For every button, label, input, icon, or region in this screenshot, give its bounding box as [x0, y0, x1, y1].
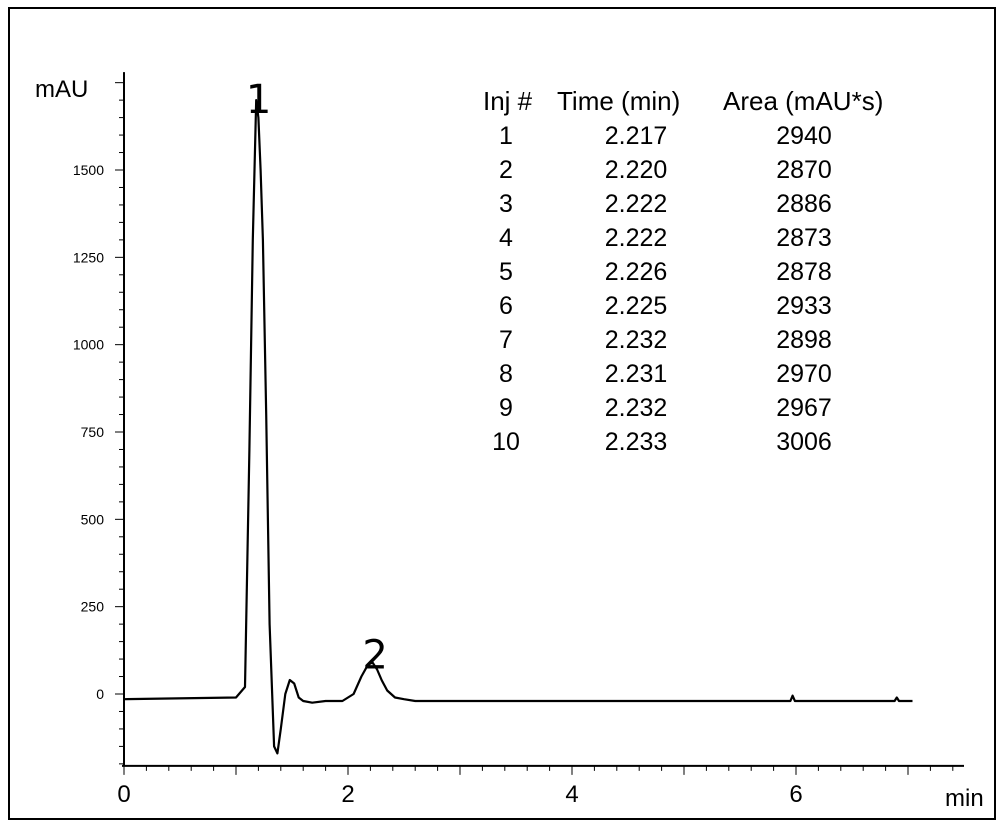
table-cell-time: 2.231 — [605, 360, 668, 388]
table-cell-area: 2898 — [776, 326, 832, 354]
injection-table: Inj # Time (min) Area (mAU*s) 1 2.217 2940… — [483, 86, 883, 456]
table-cell-time: 2.222 — [605, 190, 668, 218]
table-cell-inj: 4 — [499, 224, 513, 252]
table-cell-time: 2.220 — [605, 156, 668, 184]
table-cell-time: 2.226 — [605, 258, 668, 286]
table-cell-area: 2967 — [776, 394, 832, 422]
y-tick-label: 1250 — [73, 249, 104, 265]
table-cell-inj: 6 — [499, 292, 513, 320]
x-axis-label: min — [945, 785, 984, 812]
y-tick-label: 500 — [81, 511, 105, 527]
x-tick-label: 0 — [117, 781, 130, 808]
table-cell-inj: 10 — [492, 428, 520, 456]
peak-label-2: 2 — [362, 633, 387, 679]
y-tick-label: 250 — [81, 599, 105, 615]
table-cell-time: 2.217 — [605, 122, 668, 150]
y-tick-label: 750 — [81, 424, 105, 440]
y-tick-label: 0 — [96, 686, 104, 702]
table-cell-area: 2933 — [776, 292, 832, 320]
y-tick-label: 1000 — [73, 337, 104, 353]
table-cell-inj: 2 — [499, 156, 513, 184]
x-tick-label: 4 — [565, 781, 578, 808]
x-ticks: 0 2 4 6 — [117, 765, 954, 808]
table-cell-area: 2970 — [776, 360, 832, 388]
peak-label-1: 1 — [246, 77, 271, 123]
table-cell-time: 2.232 — [605, 394, 668, 422]
table-cell-inj: 5 — [499, 258, 513, 286]
table-cell-time: 2.222 — [605, 224, 668, 252]
table-header-inj: Inj # — [483, 86, 533, 116]
x-tick-label: 6 — [789, 781, 802, 808]
table-rows: 1 2.217 2940 2 2.220 2870 3 2.222 2886 4 2.222 2873… — [492, 122, 832, 456]
table-cell-inj: 7 — [499, 326, 513, 354]
table-cell-time: 2.225 — [605, 292, 668, 320]
table-cell-inj: 1 — [499, 122, 513, 150]
table-cell-inj: 9 — [499, 394, 513, 422]
peak-annotations: 12 — [246, 77, 388, 678]
table-cell-area: 3006 — [776, 428, 832, 456]
table-cell-inj: 3 — [499, 190, 513, 218]
table-cell-area: 2878 — [776, 258, 832, 286]
table-cell-time: 2.233 — [605, 428, 668, 456]
table-cell-area: 2873 — [776, 224, 832, 252]
table-cell-area: 2940 — [776, 122, 832, 150]
chart-frame — [8, 7, 996, 820]
y-tick-label: 1500 — [73, 162, 104, 178]
x-tick-label: 2 — [341, 781, 354, 808]
table-header-area: Area (mAU*s) — [723, 86, 883, 116]
table-header-time: Time (min) — [557, 86, 680, 116]
table-cell-area: 2870 — [776, 156, 832, 184]
y-axis-label: mAU — [35, 76, 88, 103]
table-cell-area: 2886 — [776, 190, 832, 218]
axes — [122, 72, 964, 767]
y-ticks: 0 250 500 750 1000 1250 1500 — [73, 82, 124, 765]
table-cell-time: 2.232 — [605, 326, 668, 354]
table-cell-inj: 8 — [499, 360, 513, 388]
chromatogram-trace — [123, 99, 913, 755]
